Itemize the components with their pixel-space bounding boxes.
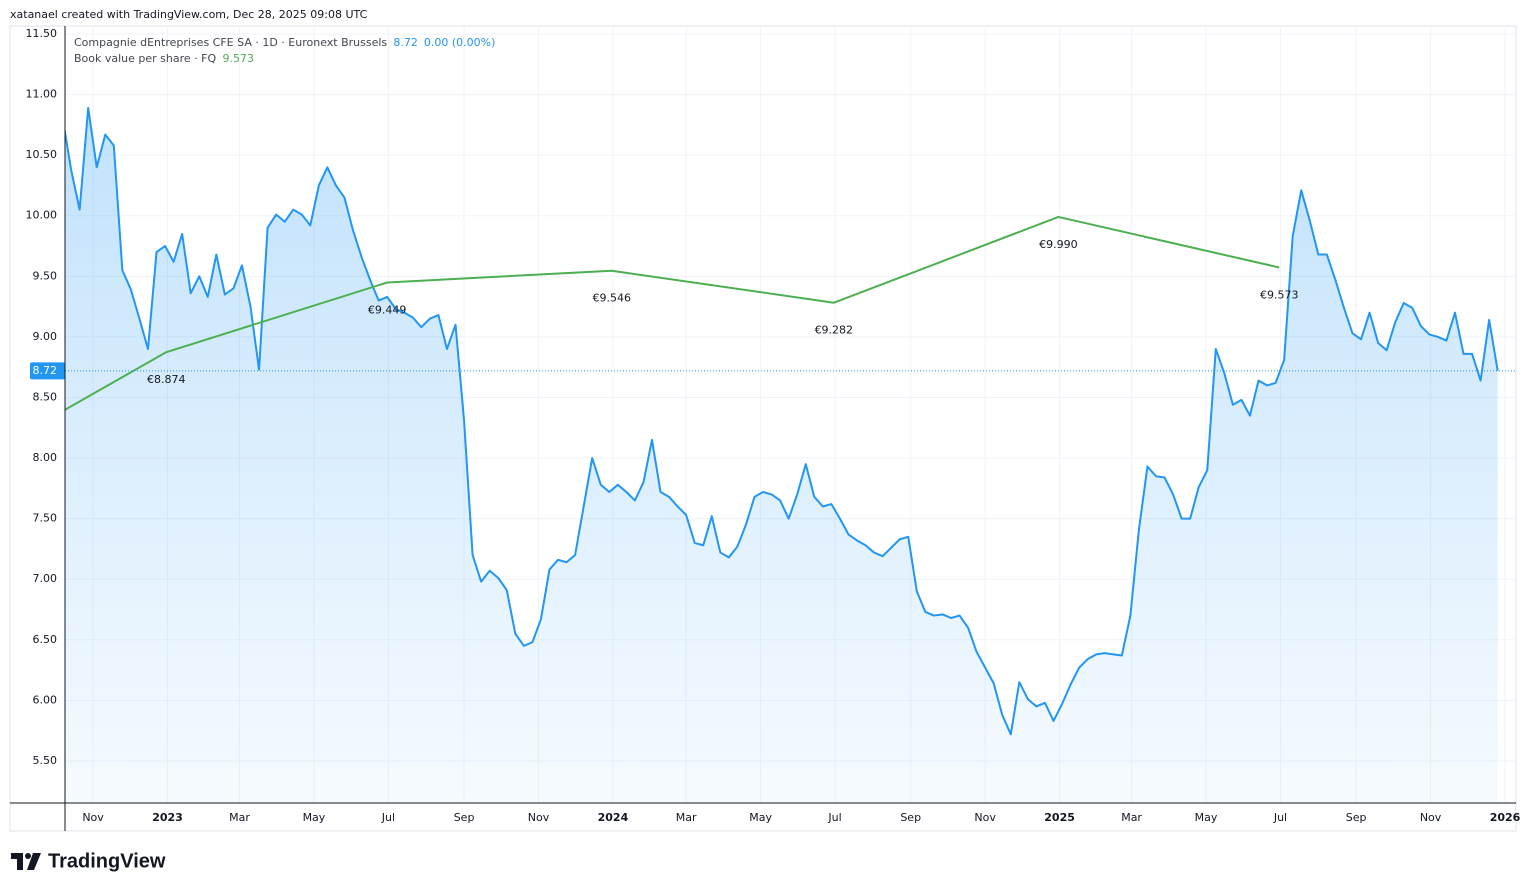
price-area [65, 107, 1498, 803]
legend-book-name: Book value per share · FQ [74, 52, 216, 65]
brand-logo [11, 853, 41, 870]
x-tick-label: Sep [454, 811, 475, 824]
x-tick-label: Jul [827, 811, 841, 824]
x-tick-label: Nov [974, 811, 996, 824]
y-tick-label: 7.50 [33, 512, 58, 525]
data-label: €9.282 [815, 324, 854, 337]
legend-main-name: Compagnie dEntreprises CFE SA · 1D · Eur… [74, 36, 387, 49]
y-tick-label: 8.00 [33, 451, 58, 464]
x-tick-label: May [303, 811, 326, 824]
legend: Compagnie dEntreprises CFE SA · 1D · Eur… [74, 36, 495, 65]
x-tick-label: Jul [1273, 811, 1287, 824]
x-tick-label: Mar [229, 811, 250, 824]
y-tick-label: 9.50 [33, 269, 58, 282]
data-label: €9.990 [1039, 238, 1078, 251]
x-tick-label: Nov [82, 811, 104, 824]
last-price-badge [30, 362, 65, 380]
y-tick-label: 6.50 [33, 633, 58, 646]
y-tick-label: 10.50 [26, 148, 58, 161]
attribution: xatanael created with TradingView.com, D… [10, 8, 368, 21]
legend-main-change: 0.00 (0.00%) [424, 36, 496, 49]
x-tick-label: Mar [676, 811, 697, 824]
data-label: €9.573 [1260, 288, 1299, 301]
data-label: €9.449 [368, 303, 407, 316]
x-tick-label: 2026 [1490, 811, 1521, 824]
x-tick-label: Jul [381, 811, 395, 824]
legend-main-value: 8.72 [393, 36, 418, 49]
y-tick-label: 8.50 [33, 390, 58, 403]
data-label: €9.546 [592, 292, 631, 305]
book-value-line [65, 215, 1280, 411]
y-tick-label: 10.00 [26, 209, 58, 222]
x-tick-label: Sep [1346, 811, 1367, 824]
x-tick-label: Sep [900, 811, 921, 824]
chart-frame [9, 25, 1517, 832]
x-tick-label: Nov [528, 811, 550, 824]
data-label: €8.874 [147, 373, 186, 386]
x-tick-label: May [1195, 811, 1218, 824]
y-tick-label: 11.00 [26, 88, 58, 101]
y-tick-label: 6.00 [33, 693, 58, 706]
price-line [65, 106, 1499, 736]
x-tick-label: 2024 [598, 811, 629, 824]
x-tick-label: May [749, 811, 772, 824]
y-tick-label: 7.00 [33, 572, 58, 585]
brand: TradingView [48, 850, 166, 872]
y-tick-label: 11.50 [26, 27, 58, 40]
x-tick-label: Mar [1121, 811, 1142, 824]
x-tick-label: Nov [1420, 811, 1442, 824]
y-tick-label: 5.50 [33, 754, 58, 767]
legend-book-value: 9.573 [222, 52, 254, 65]
x-tick-label: 2025 [1044, 811, 1075, 824]
x-tick-label: 2023 [152, 811, 183, 824]
last-price-label: 8.72 [33, 364, 58, 377]
y-tick-label: 9.00 [33, 330, 58, 343]
